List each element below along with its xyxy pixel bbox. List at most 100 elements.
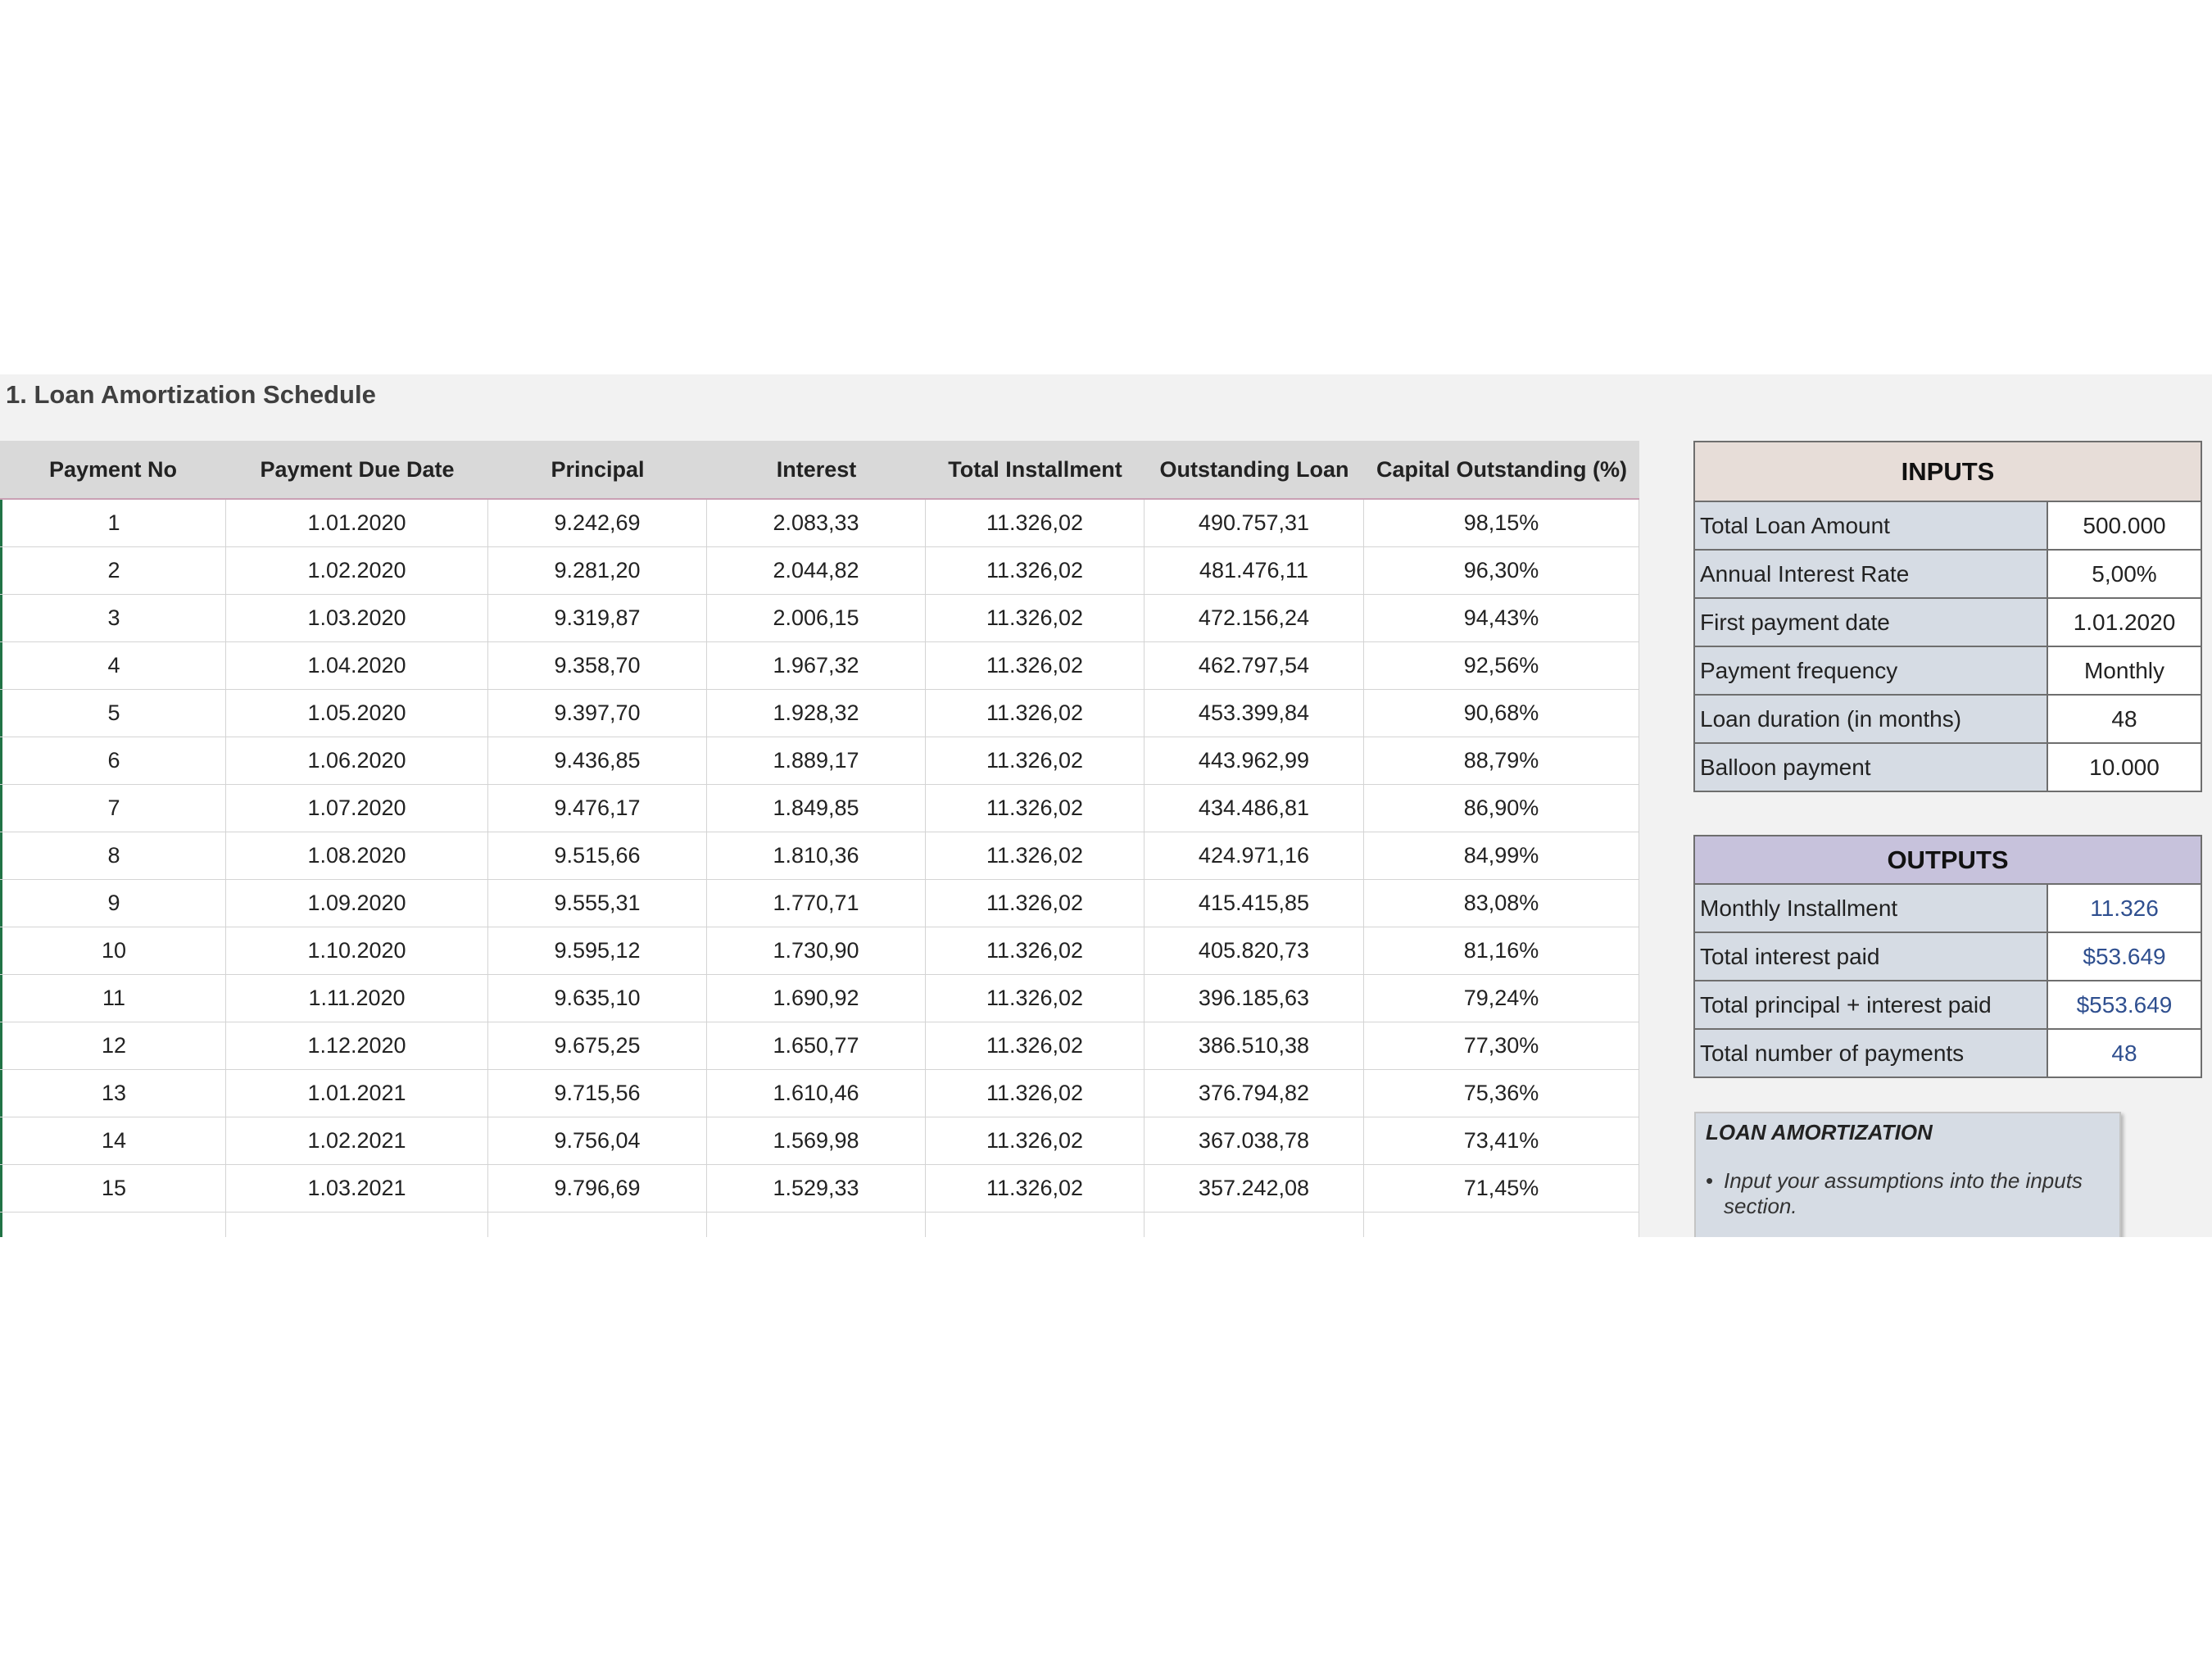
- table-cell[interactable]: [1364, 1213, 1639, 1237]
- table-cell[interactable]: 88,79%: [1364, 737, 1639, 784]
- outputs-value[interactable]: 11.326: [2090, 895, 2159, 921]
- table-cell[interactable]: 1.04.2020: [226, 642, 488, 689]
- table-cell[interactable]: 83,08%: [1364, 880, 1639, 927]
- column-header[interactable]: Total Installment: [948, 456, 1122, 482]
- table-cell[interactable]: 94,43%: [1364, 595, 1639, 641]
- table-cell[interactable]: 77,30%: [1364, 1022, 1639, 1069]
- table-cell[interactable]: 2.083,33: [707, 500, 926, 546]
- table-cell[interactable]: 1.12.2020: [226, 1022, 488, 1069]
- table-cell[interactable]: [0, 1213, 226, 1237]
- outputs-value[interactable]: $53.649: [2083, 943, 2166, 969]
- table-cell[interactable]: 14: [0, 1117, 226, 1164]
- table-cell[interactable]: 1.02.2020: [226, 547, 488, 594]
- table-cell[interactable]: 86,90%: [1364, 785, 1639, 832]
- column-header[interactable]: Payment Due Date: [260, 456, 455, 482]
- table-cell[interactable]: [707, 1213, 926, 1237]
- table-cell[interactable]: 6: [0, 737, 226, 784]
- table-cell[interactable]: 71,45%: [1364, 1165, 1639, 1212]
- table-cell[interactable]: 1.529,33: [707, 1165, 926, 1212]
- table-cell[interactable]: 1.770,71: [707, 880, 926, 927]
- table-cell[interactable]: 1.650,77: [707, 1022, 926, 1069]
- table-cell[interactable]: 11.326,02: [926, 880, 1145, 927]
- table-cell[interactable]: 1.02.2021: [226, 1117, 488, 1164]
- table-cell[interactable]: 12: [0, 1022, 226, 1069]
- table-cell[interactable]: 84,99%: [1364, 832, 1639, 879]
- table-cell[interactable]: 4: [0, 642, 226, 689]
- table-cell[interactable]: 1.08.2020: [226, 832, 488, 879]
- table-cell[interactable]: 415.415,85: [1145, 880, 1364, 927]
- table-cell[interactable]: 1.849,85: [707, 785, 926, 832]
- table-cell[interactable]: 11.326,02: [926, 595, 1145, 641]
- table-cell[interactable]: 9.476,17: [488, 785, 707, 832]
- table-cell[interactable]: 9.555,31: [488, 880, 707, 927]
- table-cell[interactable]: 8: [0, 832, 226, 879]
- table-cell[interactable]: 13: [0, 1070, 226, 1117]
- table-cell[interactable]: 424.971,16: [1145, 832, 1364, 879]
- inputs-value[interactable]: 10.000: [2089, 754, 2160, 780]
- table-cell[interactable]: 1.06.2020: [226, 737, 488, 784]
- table-cell[interactable]: 7: [0, 785, 226, 832]
- column-header[interactable]: Payment No: [48, 456, 178, 482]
- table-cell[interactable]: 11.326,02: [926, 1117, 1145, 1164]
- table-cell[interactable]: 96,30%: [1364, 547, 1639, 594]
- column-header[interactable]: Principal: [551, 456, 645, 482]
- table-cell[interactable]: 1.07.2020: [226, 785, 488, 832]
- table-cell[interactable]: [1145, 1213, 1364, 1237]
- table-cell[interactable]: 79,24%: [1364, 975, 1639, 1022]
- table-cell[interactable]: 9.436,85: [488, 737, 707, 784]
- table-cell[interactable]: 9.281,20: [488, 547, 707, 594]
- table-cell[interactable]: 11.326,02: [926, 785, 1145, 832]
- table-cell[interactable]: 1.09.2020: [226, 880, 488, 927]
- table-cell[interactable]: 1.05.2020: [226, 690, 488, 737]
- table-cell[interactable]: 9.595,12: [488, 927, 707, 974]
- table-cell[interactable]: 1.569,98: [707, 1117, 926, 1164]
- table-cell[interactable]: 9.635,10: [488, 975, 707, 1022]
- table-cell[interactable]: [226, 1213, 488, 1237]
- table-cell[interactable]: 1.01.2020: [226, 500, 488, 546]
- table-cell[interactable]: 10: [0, 927, 226, 974]
- table-cell[interactable]: 11.326,02: [926, 690, 1145, 737]
- table-cell[interactable]: 1.01.2021: [226, 1070, 488, 1117]
- table-cell[interactable]: 9.796,69: [488, 1165, 707, 1212]
- table-cell[interactable]: 1.03.2021: [226, 1165, 488, 1212]
- table-cell[interactable]: 11.326,02: [926, 1022, 1145, 1069]
- table-cell[interactable]: 1.730,90: [707, 927, 926, 974]
- table-cell[interactable]: 386.510,38: [1145, 1022, 1364, 1069]
- table-cell[interactable]: 1.11.2020: [226, 975, 488, 1022]
- inputs-value[interactable]: Monthly: [2083, 657, 2165, 683]
- table-cell[interactable]: 1.03.2020: [226, 595, 488, 641]
- table-cell[interactable]: 98,15%: [1364, 500, 1639, 546]
- inputs-value[interactable]: 500.000: [2083, 512, 2166, 538]
- table-cell[interactable]: [488, 1213, 707, 1237]
- table-cell[interactable]: 9.319,87: [488, 595, 707, 641]
- inputs-value[interactable]: 48: [2111, 705, 2137, 732]
- table-cell[interactable]: 9.242,69: [488, 500, 707, 546]
- table-cell[interactable]: 11.326,02: [926, 500, 1145, 546]
- table-cell[interactable]: 2: [0, 547, 226, 594]
- table-cell[interactable]: 11.326,02: [926, 832, 1145, 879]
- table-cell[interactable]: 357.242,08: [1145, 1165, 1364, 1212]
- table-cell[interactable]: 472.156,24: [1145, 595, 1364, 641]
- table-cell[interactable]: 462.797,54: [1145, 642, 1364, 689]
- table-cell[interactable]: 453.399,84: [1145, 690, 1364, 737]
- table-cell[interactable]: [926, 1213, 1145, 1237]
- table-cell[interactable]: 9.397,70: [488, 690, 707, 737]
- table-cell[interactable]: 9: [0, 880, 226, 927]
- column-header[interactable]: Capital Outstanding (%): [1376, 456, 1627, 482]
- table-cell[interactable]: 11.326,02: [926, 1070, 1145, 1117]
- column-header[interactable]: Outstanding Loan: [1159, 456, 1349, 482]
- table-cell[interactable]: 81,16%: [1364, 927, 1639, 974]
- outputs-value[interactable]: $553.649: [2076, 991, 2173, 1018]
- table-cell[interactable]: 2.044,82: [707, 547, 926, 594]
- table-cell[interactable]: 11.326,02: [926, 927, 1145, 974]
- table-cell[interactable]: 9.715,56: [488, 1070, 707, 1117]
- column-header[interactable]: Interest: [776, 456, 857, 482]
- table-cell[interactable]: 11: [0, 975, 226, 1022]
- table-cell[interactable]: 2.006,15: [707, 595, 926, 641]
- table-cell[interactable]: 9.756,04: [488, 1117, 707, 1164]
- table-cell[interactable]: 92,56%: [1364, 642, 1639, 689]
- table-cell[interactable]: 1.967,32: [707, 642, 926, 689]
- table-cell[interactable]: 481.476,11: [1145, 547, 1364, 594]
- table-cell[interactable]: 75,36%: [1364, 1070, 1639, 1117]
- table-cell[interactable]: 9.515,66: [488, 832, 707, 879]
